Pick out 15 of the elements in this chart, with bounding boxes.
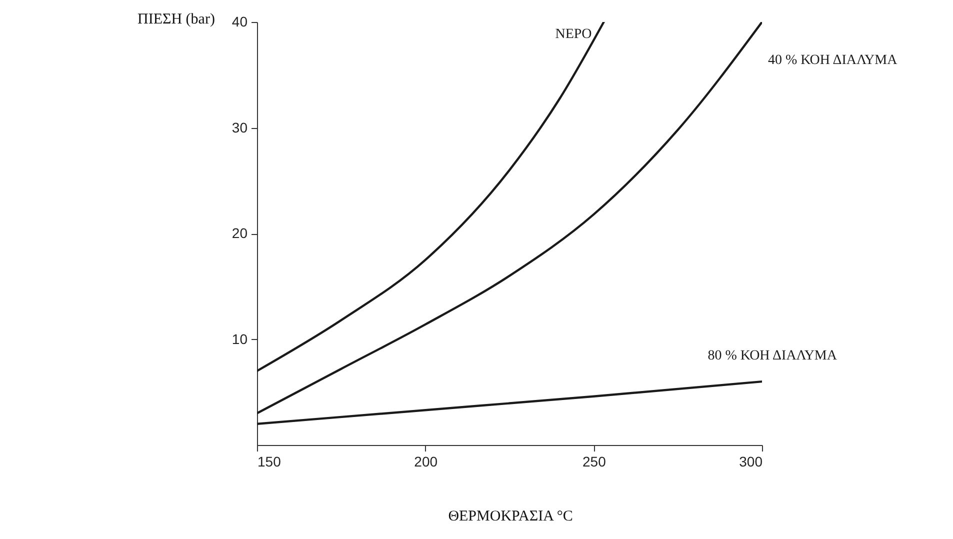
y-tick-label: 20: [232, 225, 248, 241]
y-tick-label: 10: [232, 330, 248, 347]
y-tick-label: 40: [232, 14, 248, 30]
x-tick-label: 300: [739, 454, 763, 470]
y-axis-title: ΠΙΕΣΗ (bar): [138, 12, 215, 28]
series-label: 80 % ΚΟΗ ΔΙΑΛΥΜΑ: [708, 348, 838, 364]
y-tick-label: 30: [232, 119, 248, 136]
x-tick-label: 250: [582, 454, 606, 470]
line-series: [257, 22, 605, 372]
line-series: [257, 380, 762, 425]
series-label: 40 % ΚΟΗ ΔΙΑΛΥΜΑ: [768, 53, 898, 68]
series-label: ΝΕΡΟ: [555, 27, 592, 42]
x-axis-title: ΘΕΡΜΟΚΡΑΣΙΑ °C: [448, 508, 573, 524]
x-tick-label: 200: [414, 454, 438, 470]
x-tick-label: 150: [258, 454, 282, 470]
